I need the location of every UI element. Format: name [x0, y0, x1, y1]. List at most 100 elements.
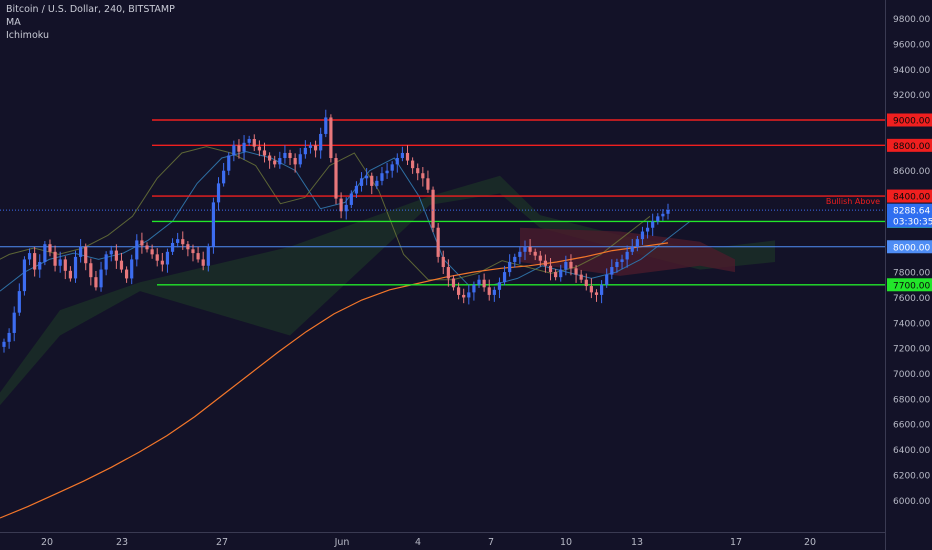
- candle-body: [124, 269, 129, 279]
- candle-body: [543, 260, 548, 266]
- price-tag-bg: [887, 138, 932, 152]
- candle-body: [140, 240, 144, 246]
- candle-body: [160, 260, 164, 265]
- candle-body: [278, 158, 282, 165]
- candles: [2, 109, 670, 353]
- price-axis-background: [885, 0, 932, 550]
- candle-body: [94, 277, 98, 288]
- candle-body: [114, 250, 118, 261]
- ichimoku-lagging-line: [0, 146, 651, 281]
- candle-body: [308, 145, 313, 148]
- candle-body: [119, 260, 124, 270]
- candle-body: [22, 259, 27, 292]
- candle-body: [380, 173, 384, 181]
- price-axis-label: 9200.00: [893, 91, 930, 101]
- candle-body: [237, 145, 241, 152]
- legend-indicator-ichimoku: Ichimoku: [6, 30, 49, 41]
- candle-body: [405, 152, 410, 161]
- candle-body: [53, 251, 57, 266]
- price-axis-label: 6400.00: [893, 446, 930, 456]
- candle-body: [630, 246, 634, 252]
- candle-body: [421, 173, 425, 179]
- candle-body: [497, 282, 502, 290]
- candle-body: [344, 204, 348, 212]
- candle-body: [38, 261, 42, 270]
- candle-body: [293, 158, 297, 165]
- candle-body: [99, 269, 103, 288]
- candle-body: [130, 259, 134, 279]
- price-axis-label: 7800.00: [893, 269, 930, 279]
- time-axis-label: 27: [216, 537, 228, 548]
- price-axis-label: 7200.00: [893, 345, 930, 355]
- candle-body: [43, 244, 47, 262]
- price-axis-label: 9800.00: [893, 15, 930, 25]
- candle-body: [625, 251, 629, 260]
- candle-body: [145, 245, 149, 250]
- candle-body: [104, 254, 108, 270]
- candle-body: [186, 244, 190, 250]
- candle-body: [211, 202, 216, 247]
- candle-body: [508, 261, 512, 273]
- candle-body: [313, 145, 318, 151]
- price-axis-label: 6000.00: [893, 497, 930, 507]
- candle-body: [538, 255, 542, 261]
- candle-body: [354, 185, 359, 194]
- current-price-label: 8288.64: [893, 207, 930, 217]
- candle-body: [27, 253, 32, 260]
- candle-body: [564, 261, 568, 270]
- candle-body: [620, 259, 624, 262]
- candle-body: [196, 253, 200, 260]
- price-tag-label: 9000.00: [893, 117, 930, 127]
- candle-body: [492, 289, 496, 295]
- candle-body: [73, 256, 78, 279]
- candle-body: [242, 142, 246, 152]
- candle-body: [150, 249, 154, 255]
- candle-body: [288, 152, 292, 159]
- candle-body: [635, 239, 639, 247]
- candle-body: [395, 158, 399, 165]
- price-axis-label: 6800.00: [893, 395, 930, 405]
- candle-body: [2, 341, 6, 347]
- candle-body: [329, 117, 333, 159]
- candle-body: [170, 242, 175, 252]
- candle-body: [359, 178, 364, 186]
- price-axis-label: 8600.00: [893, 167, 930, 177]
- price-tag-bg: [887, 278, 932, 292]
- price-tag-label: 7700.00: [893, 281, 930, 291]
- time-axis-label: 4: [415, 537, 421, 548]
- candle-body: [375, 180, 379, 186]
- candle-body: [135, 240, 139, 260]
- candle-body: [661, 213, 665, 217]
- candle-body: [216, 183, 221, 203]
- candle-body: [58, 259, 62, 266]
- price-axis-label: 9400.00: [893, 66, 930, 76]
- candle-body: [451, 278, 456, 288]
- level-annotation: Bullish Above: [826, 197, 880, 206]
- candle-body: [298, 154, 302, 165]
- candle-body: [303, 147, 307, 155]
- candle-body: [201, 259, 205, 266]
- candle-body: [17, 291, 21, 313]
- candle-body: [273, 160, 277, 165]
- candle-body: [456, 287, 461, 295]
- candle-body: [594, 292, 599, 295]
- time-axis-label: 7: [488, 537, 494, 548]
- price-axis-label: 6600.00: [893, 421, 930, 431]
- price-axis-label: 6200.00: [893, 471, 930, 481]
- candle-body: [68, 270, 72, 279]
- candle-body: [33, 253, 37, 270]
- candle-body: [79, 246, 83, 257]
- candle-body: [656, 216, 660, 222]
- candle-body: [165, 251, 170, 265]
- legend-symbol: Bitcoin / U.S. Dollar, 240, BITSTAMP: [6, 4, 175, 15]
- candle-body: [12, 312, 16, 333]
- candle-body: [502, 272, 507, 283]
- legend-indicator-ma: MA: [6, 17, 21, 28]
- price-tag-label: 8000.00: [893, 243, 930, 253]
- candle-body: [528, 246, 532, 252]
- candle-body: [385, 170, 389, 174]
- candle-body: [645, 227, 650, 232]
- candle-body: [349, 193, 353, 205]
